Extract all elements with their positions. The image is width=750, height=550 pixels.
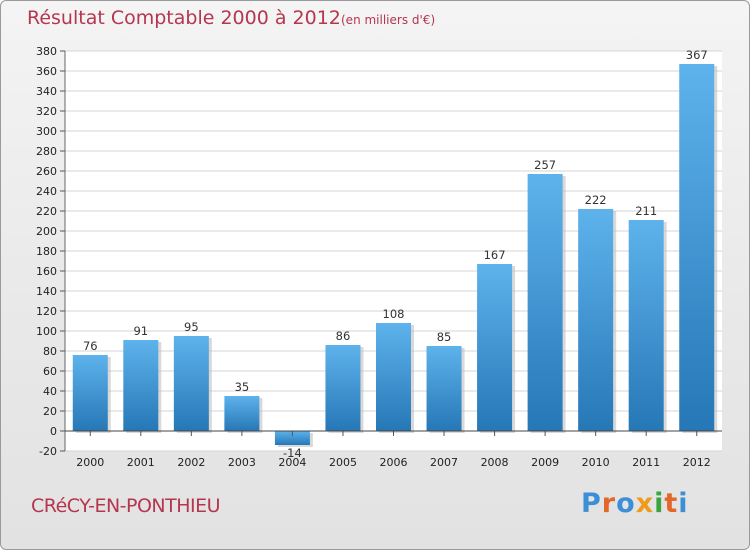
brand-letter: t xyxy=(664,488,679,519)
x-tick-label: 2010 xyxy=(582,456,610,469)
bar xyxy=(72,355,108,431)
y-tick-label: 320 xyxy=(36,105,57,118)
y-tick-label: 40 xyxy=(43,385,57,398)
data-label: -14 xyxy=(283,446,302,460)
bar xyxy=(173,336,209,431)
x-tick-label: 2011 xyxy=(632,456,660,469)
y-tick-label: 380 xyxy=(36,45,57,58)
data-label: 85 xyxy=(437,330,452,344)
y-tick-label: 100 xyxy=(36,325,57,338)
bar xyxy=(123,340,159,431)
bar xyxy=(628,220,664,431)
x-tick-label: 2012 xyxy=(683,456,711,469)
data-label: 222 xyxy=(585,193,607,207)
x-tick-label: 2000 xyxy=(76,456,104,469)
x-tick-label: 2006 xyxy=(380,456,408,469)
bar xyxy=(527,174,563,431)
bar xyxy=(477,264,513,431)
location-name: CRéCY-EN-PONTHIEU xyxy=(31,495,221,517)
y-tick-label: 60 xyxy=(43,365,57,378)
x-tick-label: 2004 xyxy=(278,456,306,469)
y-tick-label: 300 xyxy=(36,125,57,138)
bar xyxy=(426,346,462,431)
data-labels: 76 91 95 35 -14 86 108 85 167 257 222 211 367 xyxy=(83,48,708,460)
y-tick-label: -20 xyxy=(39,445,57,458)
x-tick-label: 2002 xyxy=(177,456,205,469)
x-tick-label: 2001 xyxy=(127,456,155,469)
x-tick-label: 2005 xyxy=(329,456,357,469)
x-tick-label: 2009 xyxy=(531,456,559,469)
bar xyxy=(325,345,361,431)
data-label: 211 xyxy=(635,204,657,218)
brand-letter: x xyxy=(635,488,655,519)
y-tick-label: 240 xyxy=(36,185,57,198)
y-tick-label: 140 xyxy=(36,285,57,298)
brand-logo: Proxiti xyxy=(581,488,689,519)
x-tick-label: 2008 xyxy=(481,456,509,469)
y-tick-label: 180 xyxy=(36,245,57,258)
bars xyxy=(72,64,718,447)
y-tick-label: 200 xyxy=(36,225,57,238)
y-tick-label: 20 xyxy=(43,405,57,418)
bar xyxy=(376,323,411,431)
x-axis: 2000 2001 2002 2003 2004 2005 2006 2007 2008 2009… xyxy=(65,430,722,469)
data-label: 91 xyxy=(133,324,148,338)
x-tick-label: 2007 xyxy=(430,456,458,469)
data-label: 257 xyxy=(534,158,556,172)
data-label: 76 xyxy=(83,339,98,353)
x-tick-label: 2003 xyxy=(228,456,256,469)
bar xyxy=(578,209,614,431)
bar xyxy=(679,64,715,431)
brand-letter: r xyxy=(601,488,617,519)
brand-letter: i xyxy=(654,488,665,519)
chart-subtitle: (en milliers d'€) xyxy=(341,13,436,27)
data-label: 167 xyxy=(484,248,506,262)
y-tick-label: 360 xyxy=(36,65,57,78)
data-label: 108 xyxy=(383,307,405,321)
brand-letter: o xyxy=(616,488,636,519)
data-label: 367 xyxy=(686,48,708,62)
brand-letter: P xyxy=(581,488,602,519)
y-tick-label: 80 xyxy=(43,345,57,358)
data-label: 95 xyxy=(184,320,199,334)
y-tick-label: 340 xyxy=(36,85,57,98)
y-tick-label: 220 xyxy=(36,205,57,218)
data-label: 35 xyxy=(235,380,250,394)
bar-chart: -20 0 20 40 60 80 100 120 140 160 180 200 220 240 260 2… xyxy=(36,45,722,469)
y-tick-label: 280 xyxy=(36,145,57,158)
y-tick-label: 120 xyxy=(36,305,57,318)
y-tick-label: 0 xyxy=(50,425,57,438)
bar xyxy=(224,396,260,431)
bar xyxy=(274,431,310,445)
chart-title: Résultat Comptable 2000 à 2012 xyxy=(27,7,341,29)
y-tick-label: 160 xyxy=(36,265,57,278)
brand-letter: i xyxy=(678,488,689,519)
y-tick-label: 260 xyxy=(36,165,57,178)
y-axis: -20 0 20 40 60 80 100 120 140 160 180 200 220 240 260 2… xyxy=(36,45,66,458)
data-label: 86 xyxy=(336,329,351,343)
